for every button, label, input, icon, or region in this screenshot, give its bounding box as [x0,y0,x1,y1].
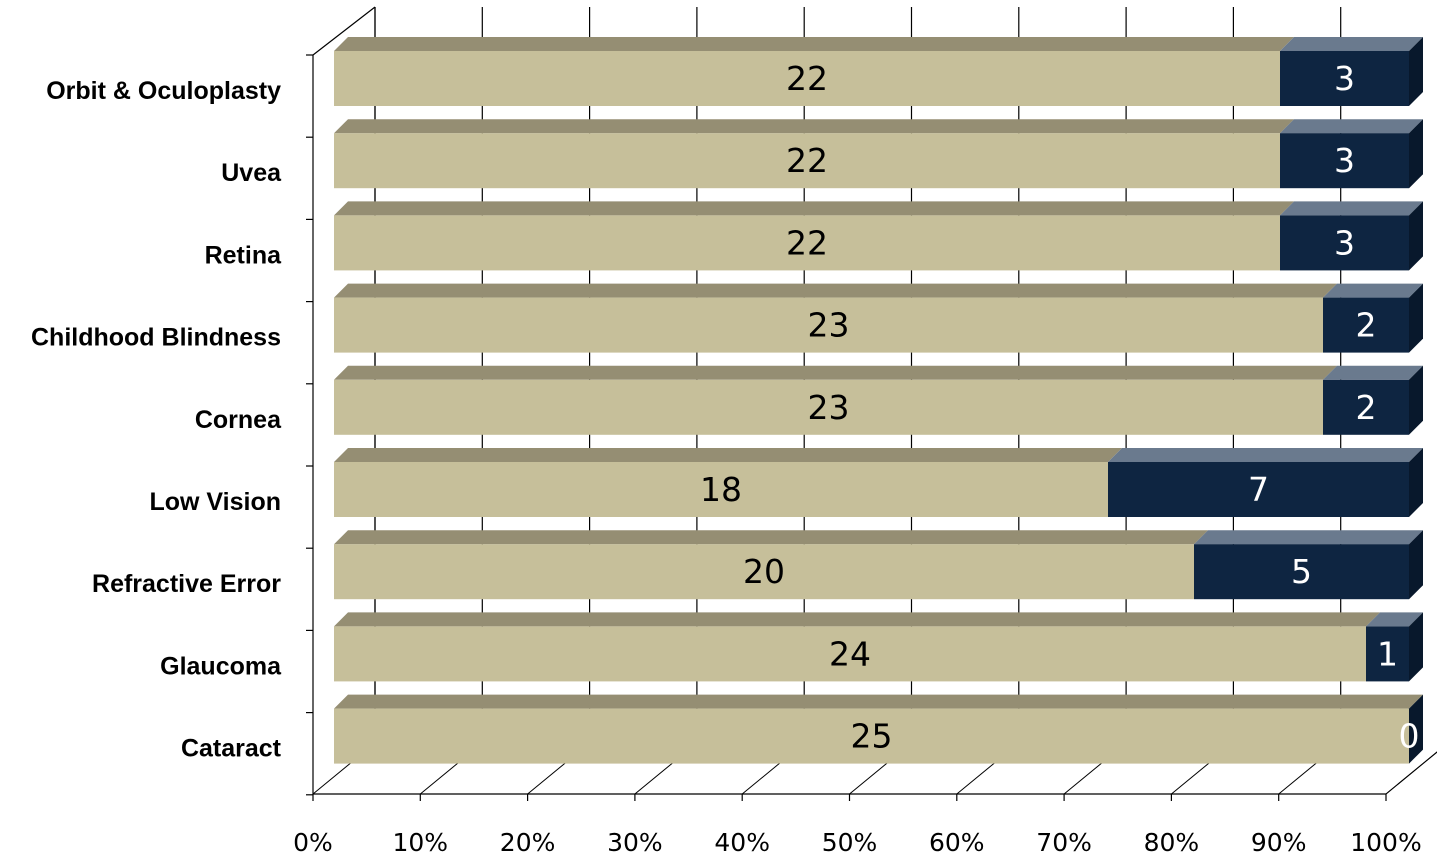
bars [334,37,1423,764]
bar-top-series-1 [334,283,1337,298]
bar-series-1 [334,297,1323,353]
bar-side [1409,530,1423,600]
category-label: Cataract [181,735,282,763]
data-label-series-1: 18 [700,470,742,509]
category-label: Orbit & Oculoplasty [46,77,281,105]
bar-side [1409,612,1423,682]
bar-top-series-1 [334,612,1380,627]
bar-series-2 [1323,379,1409,435]
category-label: Uvea [221,159,282,187]
data-label-series-2: 3 [1334,59,1355,98]
x-tick-label: 80% [1144,828,1200,857]
bar-series-1 [334,215,1280,271]
bar-side [1409,694,1423,764]
bar-series-2 [1323,297,1409,353]
data-label-series-2: 2 [1356,306,1377,345]
data-label-series-1: 20 [743,552,785,591]
bar-series-2 [1194,544,1409,600]
bar-side [1409,448,1423,517]
bar-series-1 [334,626,1366,682]
bar-side [1409,37,1423,106]
bar-top-series-1 [334,201,1294,216]
bar-top-series-2 [1280,119,1423,134]
x-tick-label: 30% [607,828,663,857]
bar-top-series-1 [334,530,1208,545]
bar-top-series-1 [334,694,1423,709]
category-label: Low Vision [150,488,282,516]
bar-series-2 [1280,133,1409,189]
data-label-series-1: 25 [851,717,893,756]
category-label: Glaucoma [160,652,282,680]
category-label: Refractive Error [92,570,281,598]
category-label: Cornea [195,406,282,434]
side-wall-top-edge [312,6,376,56]
bar-top-series-2 [1366,612,1423,627]
bar-side [1409,119,1423,189]
data-label-series-1: 22 [786,59,828,98]
bar-series-1 [334,708,1409,764]
bar-top-series-2 [1323,365,1423,380]
x-tick-label: 10% [393,828,449,857]
data-label-series-1: 22 [786,141,828,180]
data-label-series-1: 23 [808,306,850,345]
data-label-series-2: 3 [1334,141,1355,180]
x-tick-label: 70% [1036,828,1092,857]
floor-edge [1385,751,1437,795]
bar-series-1 [334,133,1280,189]
bar-top-series-2 [1323,283,1423,298]
x-tick-label: 60% [929,828,985,857]
x-tick-label: 20% [500,828,556,857]
labels: 0% 10% 20% 30% 40% 50% 60% 70% 80% 90% 100% Orbit &… [31,59,1422,857]
data-label-series-1: 22 [786,223,828,262]
data-label-series-2: 1 [1377,634,1398,673]
x-tick-label: 100% [1350,828,1421,857]
data-label-series-1: 24 [829,634,871,673]
data-label-series-2: 2 [1356,388,1377,427]
data-label-series-2: 5 [1291,552,1312,591]
x-tick-label: 50% [822,828,878,857]
data-label-series-2: 3 [1334,223,1355,262]
bar-top-series-2 [1194,530,1423,545]
bar-series-1 [334,379,1323,435]
data-label-series-1: 23 [808,388,850,427]
x-tick-label: 90% [1251,828,1307,857]
bar-top-series-2 [1108,448,1423,462]
category-label: Childhood Blindness [31,324,281,352]
category-label: Retina [205,241,283,269]
bar-top-series-2 [1280,201,1423,216]
data-label-series-2: 7 [1248,470,1269,509]
bar-series-2 [1108,462,1409,517]
bar-top-series-1 [334,365,1337,380]
bar-series-1 [334,462,1108,517]
x-tick-label: 0% [293,828,333,857]
data-label-series-2: 0 [1399,717,1420,756]
bar-top-series-2 [1280,37,1423,51]
bar-side [1409,201,1423,271]
bar-top-series-1 [334,448,1122,462]
bar-series-2 [1280,215,1409,271]
bar-series-2 [1280,51,1409,106]
x-tick-label: 40% [714,828,770,857]
bar-top-series-1 [334,119,1294,134]
bar-side [1409,365,1423,435]
bar-top-series-1 [334,37,1294,51]
bar-series-1 [334,544,1194,600]
bar-series-2 [1366,626,1409,682]
bar-side [1409,283,1423,353]
bar-series-1 [334,51,1280,106]
